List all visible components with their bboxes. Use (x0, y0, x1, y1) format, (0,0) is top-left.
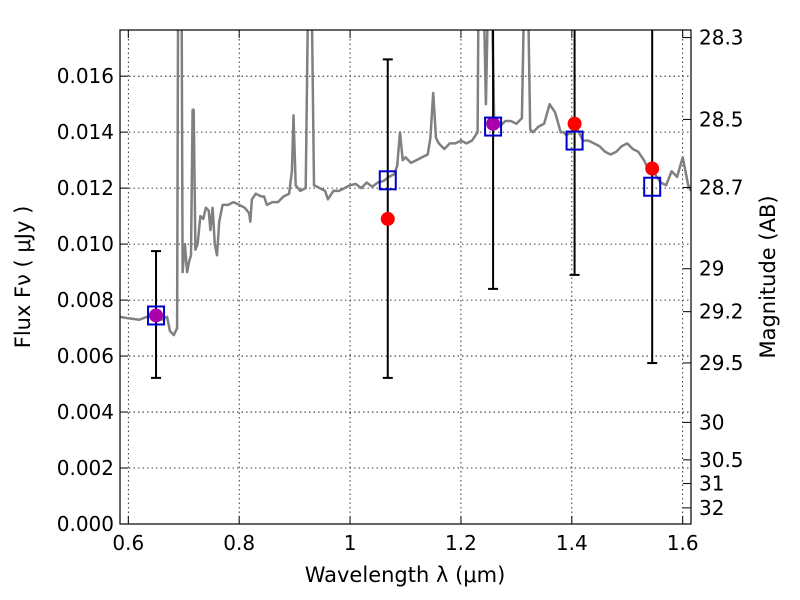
observed-flux-point (486, 116, 501, 131)
y-tick-label: 0.000 (57, 512, 114, 536)
synthetic-flux-square (484, 116, 503, 137)
plot-frame (119, 29, 692, 525)
magnitude-tick-label: 28.7 (699, 175, 744, 199)
y-tick-label: 0.014 (57, 120, 114, 144)
observed-flux-point (380, 211, 395, 226)
synthetic-flux-square (643, 176, 662, 197)
axis-ticks (120, 30, 691, 525)
magnitude-tick-label: 32 (699, 496, 724, 520)
magnitude-tick-label: 29.5 (699, 351, 744, 375)
y-tick-label: 0.016 (57, 64, 114, 88)
observed-flux-point (149, 308, 164, 323)
synthetic-flux-square (147, 305, 166, 326)
y-tick-label: 0.010 (57, 232, 114, 256)
plot-background (120, 30, 691, 524)
y-tick-label: 0.004 (57, 400, 114, 424)
x-tick-label: 1.2 (445, 531, 477, 555)
y-tick-label: 0.006 (57, 344, 114, 368)
magnitude-tick-label: 31 (699, 472, 724, 496)
magnitude-tick-label: 29.2 (699, 300, 744, 324)
synthetic-flux-square (565, 130, 584, 151)
grid (120, 30, 691, 524)
magnitude-tick-label: 30.5 (699, 448, 744, 472)
x-tick-labels: 0.6 0.8 1 1.2 1.4 1.6 (112, 531, 698, 555)
y-tick-label: 0.002 (57, 456, 114, 480)
y-tick-label: 0.008 (57, 288, 114, 312)
magnitude-tick-label: 28.3 (699, 26, 744, 50)
y-tick-labels: 0.000 0.002 0.004 0.006 0.008 0.010 0.012 0.014… (57, 64, 114, 536)
data-points (147, 116, 662, 326)
y-tick-label: 0.012 (57, 176, 114, 200)
x-tick-label: 1.6 (667, 531, 699, 555)
magnitude-tick-label: 28.5 (699, 107, 744, 131)
y-axis-label: Flux Fν ( μJy ) (11, 206, 35, 349)
x-axis-label: Wavelength λ (μm) (305, 563, 506, 587)
x-tick-label: 1.4 (556, 531, 588, 555)
observed-flux-point (645, 161, 660, 176)
x-tick-label: 0.6 (112, 531, 144, 555)
x-tick-label: 0.8 (223, 531, 255, 555)
synthetic-flux-square (378, 170, 397, 191)
x-tick-label: 1 (344, 531, 357, 555)
observed-flux-point (567, 116, 582, 131)
magnitude-tick-label: 30 (699, 410, 724, 434)
y-axis-right-label: Magnitude (AB) (756, 195, 780, 358)
magnitude-tick-label: 29 (699, 257, 724, 281)
